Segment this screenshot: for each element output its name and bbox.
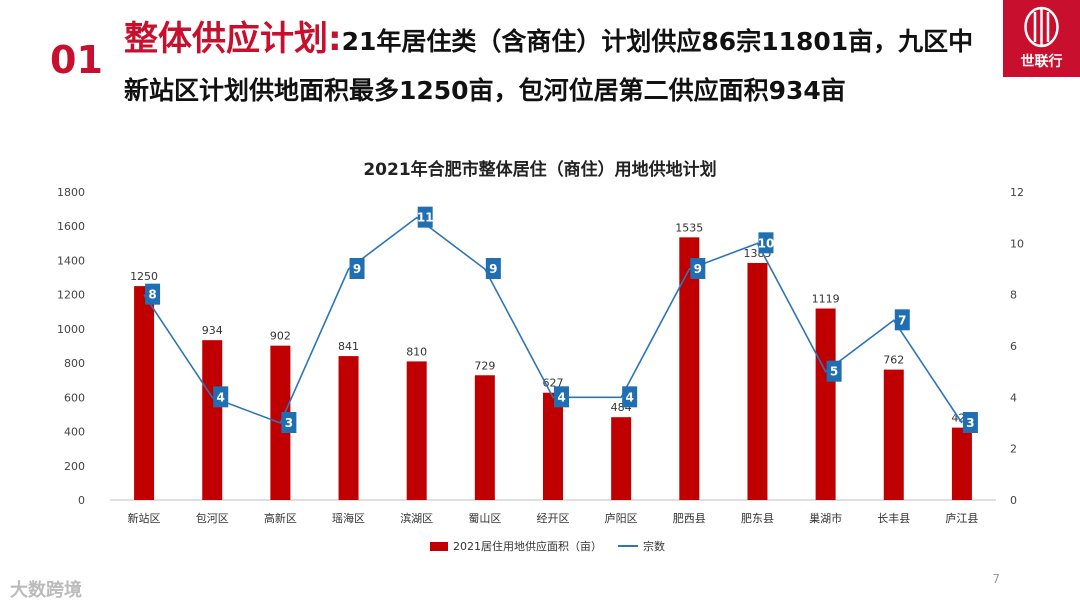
x-tick-label: 瑶海区 (332, 511, 365, 525)
bar (543, 392, 563, 500)
y-right-tick-label: 4 (1010, 391, 1017, 404)
x-tick-label: 长丰县 (877, 512, 910, 525)
bar (338, 356, 359, 500)
line-point-label-box (758, 232, 774, 254)
bar-value-label: 1250 (130, 270, 158, 283)
line-point-label-box (690, 258, 706, 279)
line-point-label-box (894, 309, 910, 331)
line-point-label: 5 (830, 365, 838, 379)
line-point-label-box (826, 360, 842, 382)
brand-logo: 世联行 (1003, 0, 1080, 77)
page-number: 7 (992, 572, 1000, 586)
line-point-label: 9 (694, 262, 702, 276)
line-point-label: 7 (898, 313, 906, 327)
y-right-tick-label: 8 (1010, 289, 1017, 302)
bar (815, 308, 836, 500)
bar (747, 263, 768, 500)
bar-value-label: 1119 (812, 293, 840, 306)
bar-value-label: 810 (406, 345, 427, 358)
y-right-tick-label: 10 (1010, 237, 1024, 250)
line-point-label-box (485, 258, 501, 279)
bar-value-label: 934 (202, 324, 223, 337)
y-right-tick-label: 12 (1010, 186, 1024, 199)
line-point-label-box (417, 206, 433, 228)
y-left-tick-label: 400 (64, 426, 85, 439)
bar (883, 369, 904, 500)
line-point-label: 4 (557, 390, 565, 404)
line-point-label-box (281, 412, 297, 433)
x-tick-label: 肥东县 (741, 512, 774, 525)
bar (611, 417, 632, 500)
x-tick-label: 滨湖区 (400, 511, 433, 525)
y-left-tick-label: 200 (64, 460, 85, 473)
x-tick-label: 高新区 (264, 511, 297, 525)
headline: 整体供应计划:21年居住类（含商住）计划供应86宗11801亩，九区中新站区计划… (124, 16, 994, 117)
chart-title: 2021年合肥市整体居住（商住）用地供地计划 (363, 160, 717, 180)
x-tick-label: 经开区 (537, 512, 570, 525)
bar-value-label: 902 (270, 330, 291, 343)
headline-text: 21年居住类（含商住）计划供应86宗11801亩，九区中新站区计划供地面积最多1… (124, 27, 974, 105)
line-point-label: 3 (285, 416, 293, 430)
line-point-label-box (145, 283, 161, 305)
slide-number: 01 (50, 38, 103, 82)
line-point-label-box (962, 412, 978, 433)
x-tick-label: 庐江县 (945, 511, 978, 525)
x-tick-label: 肥西县 (673, 512, 706, 525)
line-point-label: 9 (353, 262, 361, 276)
line-point-label-box (349, 258, 365, 279)
bar-value-label: 762 (883, 354, 904, 367)
y-left-tick-label: 1200 (57, 289, 85, 302)
line-point-label: 4 (625, 390, 633, 404)
x-tick-label: 庐阳区 (605, 511, 638, 525)
bar (474, 375, 495, 500)
line-point-label: 4 (217, 390, 225, 404)
y-left-tick-label: 1400 (57, 254, 85, 267)
bar (202, 340, 223, 500)
bar (679, 237, 700, 500)
x-tick-label: 新站区 (128, 511, 161, 525)
bar-value-label: 1535 (675, 221, 703, 234)
x-tick-label: 包河区 (196, 512, 229, 525)
bar-value-label: 841 (338, 340, 359, 353)
y-left-tick-label: 800 (64, 357, 85, 370)
line-point-label-box (213, 386, 229, 408)
y-left-tick-label: 1800 (57, 186, 85, 199)
y-left-tick-label: 0 (78, 494, 85, 507)
x-tick-label: 蜀山区 (468, 512, 501, 525)
y-right-tick-label: 6 (1010, 340, 1017, 353)
line-point-label-box (622, 386, 638, 408)
line-point-label: 8 (148, 288, 156, 302)
logo-icon (1024, 6, 1059, 48)
watermark-text: 大数跨境 (10, 580, 82, 601)
line-point-label: 9 (489, 262, 497, 276)
line-point-label-box (554, 386, 569, 408)
bar-value-label: 729 (474, 359, 495, 372)
line-point-label: 10 (758, 236, 775, 250)
line-series (143, 216, 963, 425)
legend-line-label: 宗数 (643, 540, 665, 553)
bar (134, 286, 155, 500)
headline-lead: 整体供应计划: (124, 19, 342, 59)
legend-line-swatch (618, 545, 638, 547)
chart-legend: 2021居住用地供应面积（亩） 宗数 (430, 538, 665, 554)
logo-text: 世联行 (1020, 54, 1063, 70)
y-right-tick-label: 0 (1010, 494, 1017, 507)
legend-bar-label: 2021居住用地供应面积（亩） (453, 540, 602, 553)
x-tick-label: 巢湖市 (809, 511, 842, 525)
y-left-tick-label: 1600 (57, 220, 85, 233)
bar (406, 361, 427, 500)
y-right-tick-label: 2 (1010, 443, 1017, 456)
legend-bar-swatch (430, 541, 448, 551)
line-point-label: 3 (966, 416, 974, 430)
y-left-tick-label: 1000 (57, 323, 85, 336)
bar (951, 427, 972, 500)
line-point-label: 11 (417, 211, 434, 225)
y-left-tick-label: 600 (64, 391, 85, 404)
